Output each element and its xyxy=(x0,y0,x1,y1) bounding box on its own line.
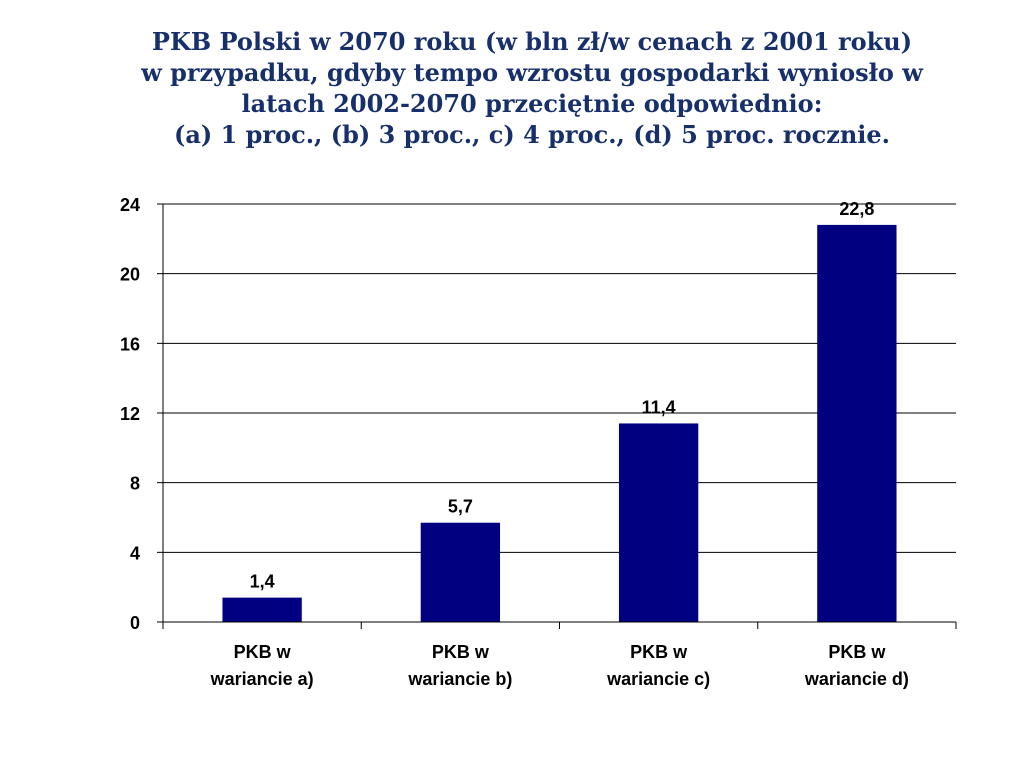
chart-title-line-4: (a) 1 proc., (b) 3 proc., c) 4 proc., (d… xyxy=(173,120,891,149)
data-label: 11,4 xyxy=(642,397,676,417)
chart-title-line-1: PKB Polski w 2070 roku (w bln zł/w cenac… xyxy=(151,27,913,56)
bar xyxy=(817,224,897,622)
bars xyxy=(222,224,897,622)
x-category-label-line-1: PKB w xyxy=(432,642,490,662)
chart-title-line-2: w przypadku, gdyby tempo wzrostu gospoda… xyxy=(141,58,923,87)
data-label: 1,4 xyxy=(250,572,275,592)
labels: 0 4 8 12 16 20 24 1,4 PKB w wariancie a) 5,7 PKB w w… xyxy=(120,195,909,689)
x-category-label-line-1: PKB w xyxy=(630,642,688,662)
x-category-label-line-2: wariancie b) xyxy=(407,669,512,689)
x-category-label-line-2: wariancie d) xyxy=(804,669,909,689)
chart-title: PKB Polski w 2070 roku (w bln zł/w cenac… xyxy=(40,26,1024,150)
bar xyxy=(420,522,501,622)
x-category-label-line-2: wariancie a) xyxy=(210,669,314,689)
bar xyxy=(222,597,302,622)
x-category-label-line-2: wariancie c) xyxy=(606,669,710,689)
y-tick-label: 16 xyxy=(120,334,140,354)
y-tick-label: 8 xyxy=(130,474,140,494)
y-tick-label: 24 xyxy=(120,195,140,215)
x-category-label-line-1: PKB w xyxy=(828,642,886,662)
data-label: 5,7 xyxy=(448,497,473,517)
y-tick-label: 12 xyxy=(120,404,140,424)
y-tick-label: 20 xyxy=(120,265,140,285)
chart-title-line-3: latach 2002-2070 przeciętnie odpowiednio… xyxy=(241,89,823,118)
axes xyxy=(157,203,957,629)
data-label: 22,8 xyxy=(839,199,874,219)
x-category-label-line-1: PKB w xyxy=(234,642,292,662)
y-tick-label: 0 xyxy=(130,613,140,633)
y-tick-label: 4 xyxy=(130,543,140,563)
bar xyxy=(618,423,699,622)
